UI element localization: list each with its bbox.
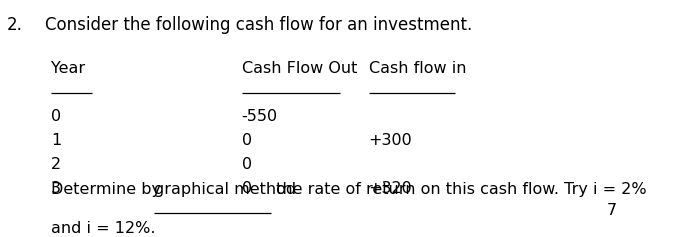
Text: and i = 12%.: and i = 12%. xyxy=(51,221,155,236)
Text: 3: 3 xyxy=(51,181,61,196)
Text: 0: 0 xyxy=(241,181,252,196)
Text: 0: 0 xyxy=(51,109,61,124)
Text: graphical method: graphical method xyxy=(155,182,297,197)
Text: Cash flow in: Cash flow in xyxy=(369,61,466,76)
Text: Year: Year xyxy=(51,61,85,76)
Text: 7: 7 xyxy=(607,203,617,218)
Text: Consider the following cash flow for an investment.: Consider the following cash flow for an … xyxy=(45,16,472,34)
Text: Determine by: Determine by xyxy=(51,182,166,197)
Text: the rate of return on this cash flow. Try i = 2%: the rate of return on this cash flow. Tr… xyxy=(271,182,647,197)
Text: 0: 0 xyxy=(241,157,252,172)
Text: 0: 0 xyxy=(241,133,252,148)
Text: -550: -550 xyxy=(241,109,278,124)
Text: 2.: 2. xyxy=(6,16,22,34)
Text: +320: +320 xyxy=(369,181,412,196)
Text: 2: 2 xyxy=(51,157,61,172)
Text: Cash Flow Out: Cash Flow Out xyxy=(241,61,357,76)
Text: +300: +300 xyxy=(369,133,412,148)
Text: 1: 1 xyxy=(51,133,61,148)
